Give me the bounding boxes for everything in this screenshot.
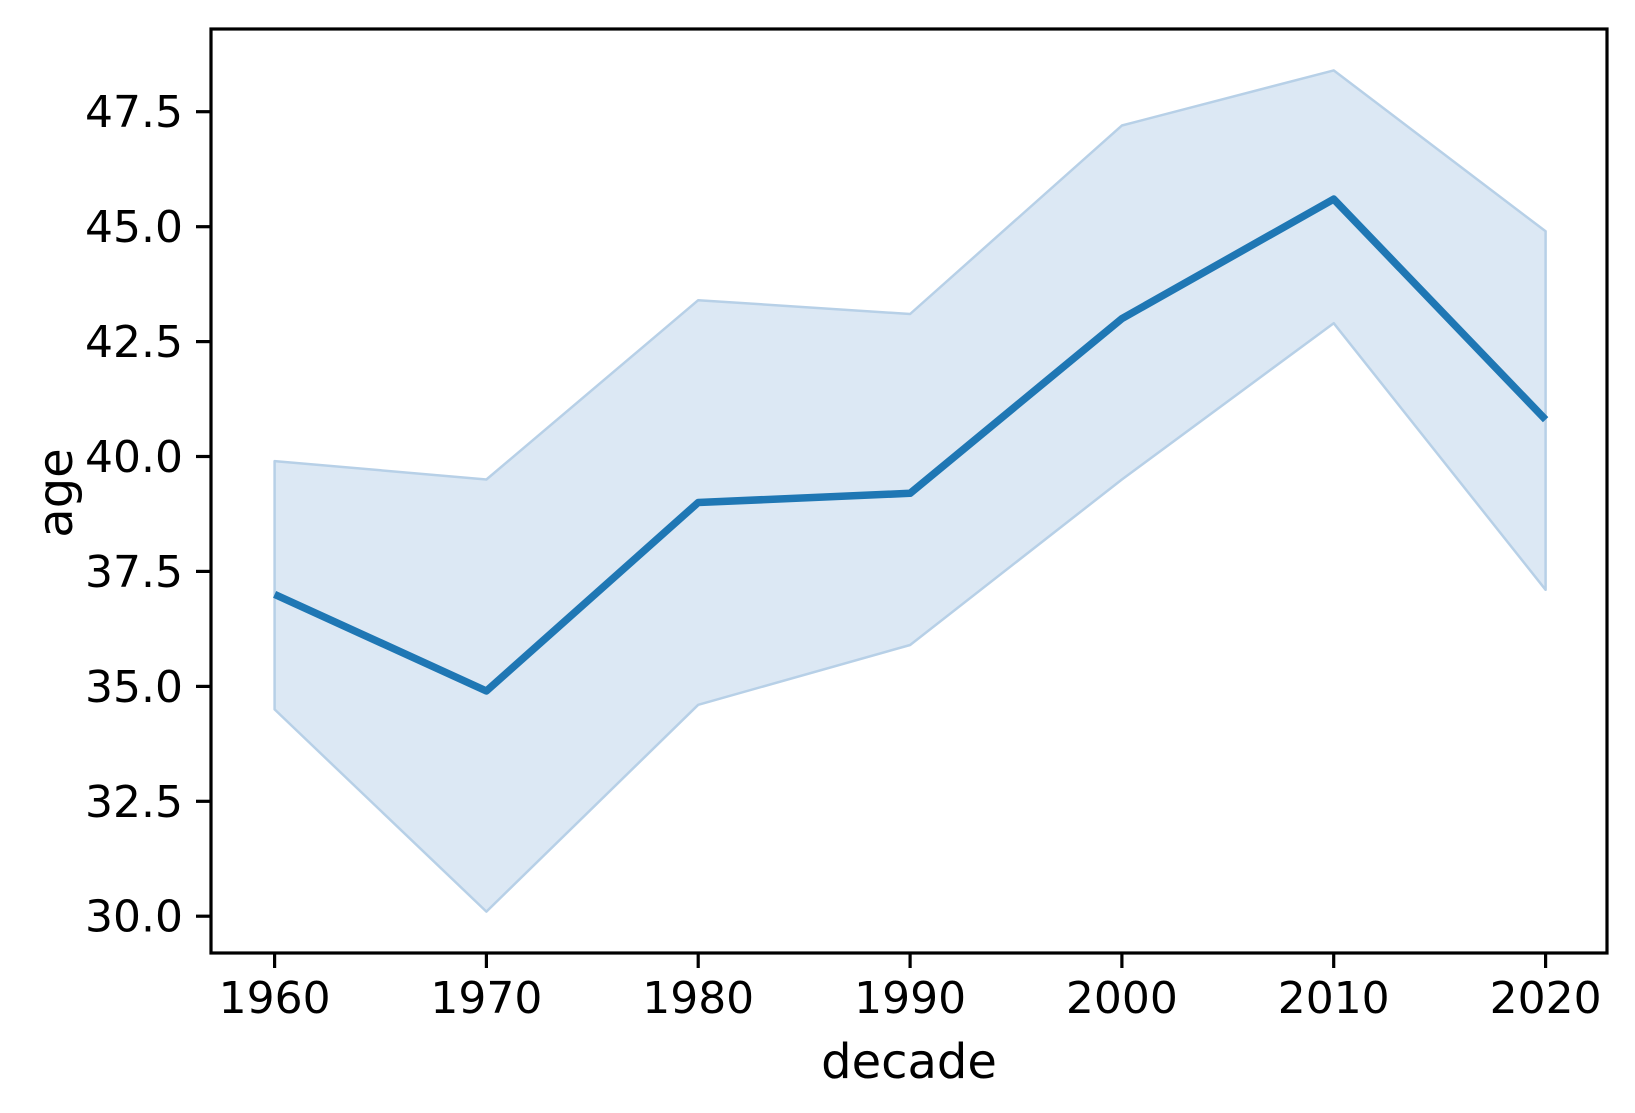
y-tick-label: 35.0 — [85, 662, 183, 713]
x-axis-label: decade — [821, 1034, 997, 1090]
y-tick-label: 47.5 — [85, 87, 183, 138]
y-tick-label: 40.0 — [85, 432, 183, 483]
y-tick-label: 45.0 — [85, 202, 183, 253]
y-axis-label: age — [28, 448, 84, 538]
x-tick-label: 1970 — [430, 973, 542, 1024]
x-tick-label: 2020 — [1490, 973, 1602, 1024]
y-tick-label: 42.5 — [85, 317, 183, 368]
x-tick-label: 1960 — [219, 973, 331, 1024]
y-tick-label: 32.5 — [85, 777, 183, 828]
mean-line — [273, 195, 1549, 695]
x-tick-label: 2010 — [1278, 973, 1390, 1024]
x-tick-label: 2000 — [1066, 973, 1178, 1024]
y-tick-label: 37.5 — [85, 547, 183, 598]
y-tick-label: 30.0 — [85, 892, 183, 943]
x-tick-label: 1990 — [854, 973, 966, 1024]
x-tick-label: 1980 — [642, 973, 754, 1024]
